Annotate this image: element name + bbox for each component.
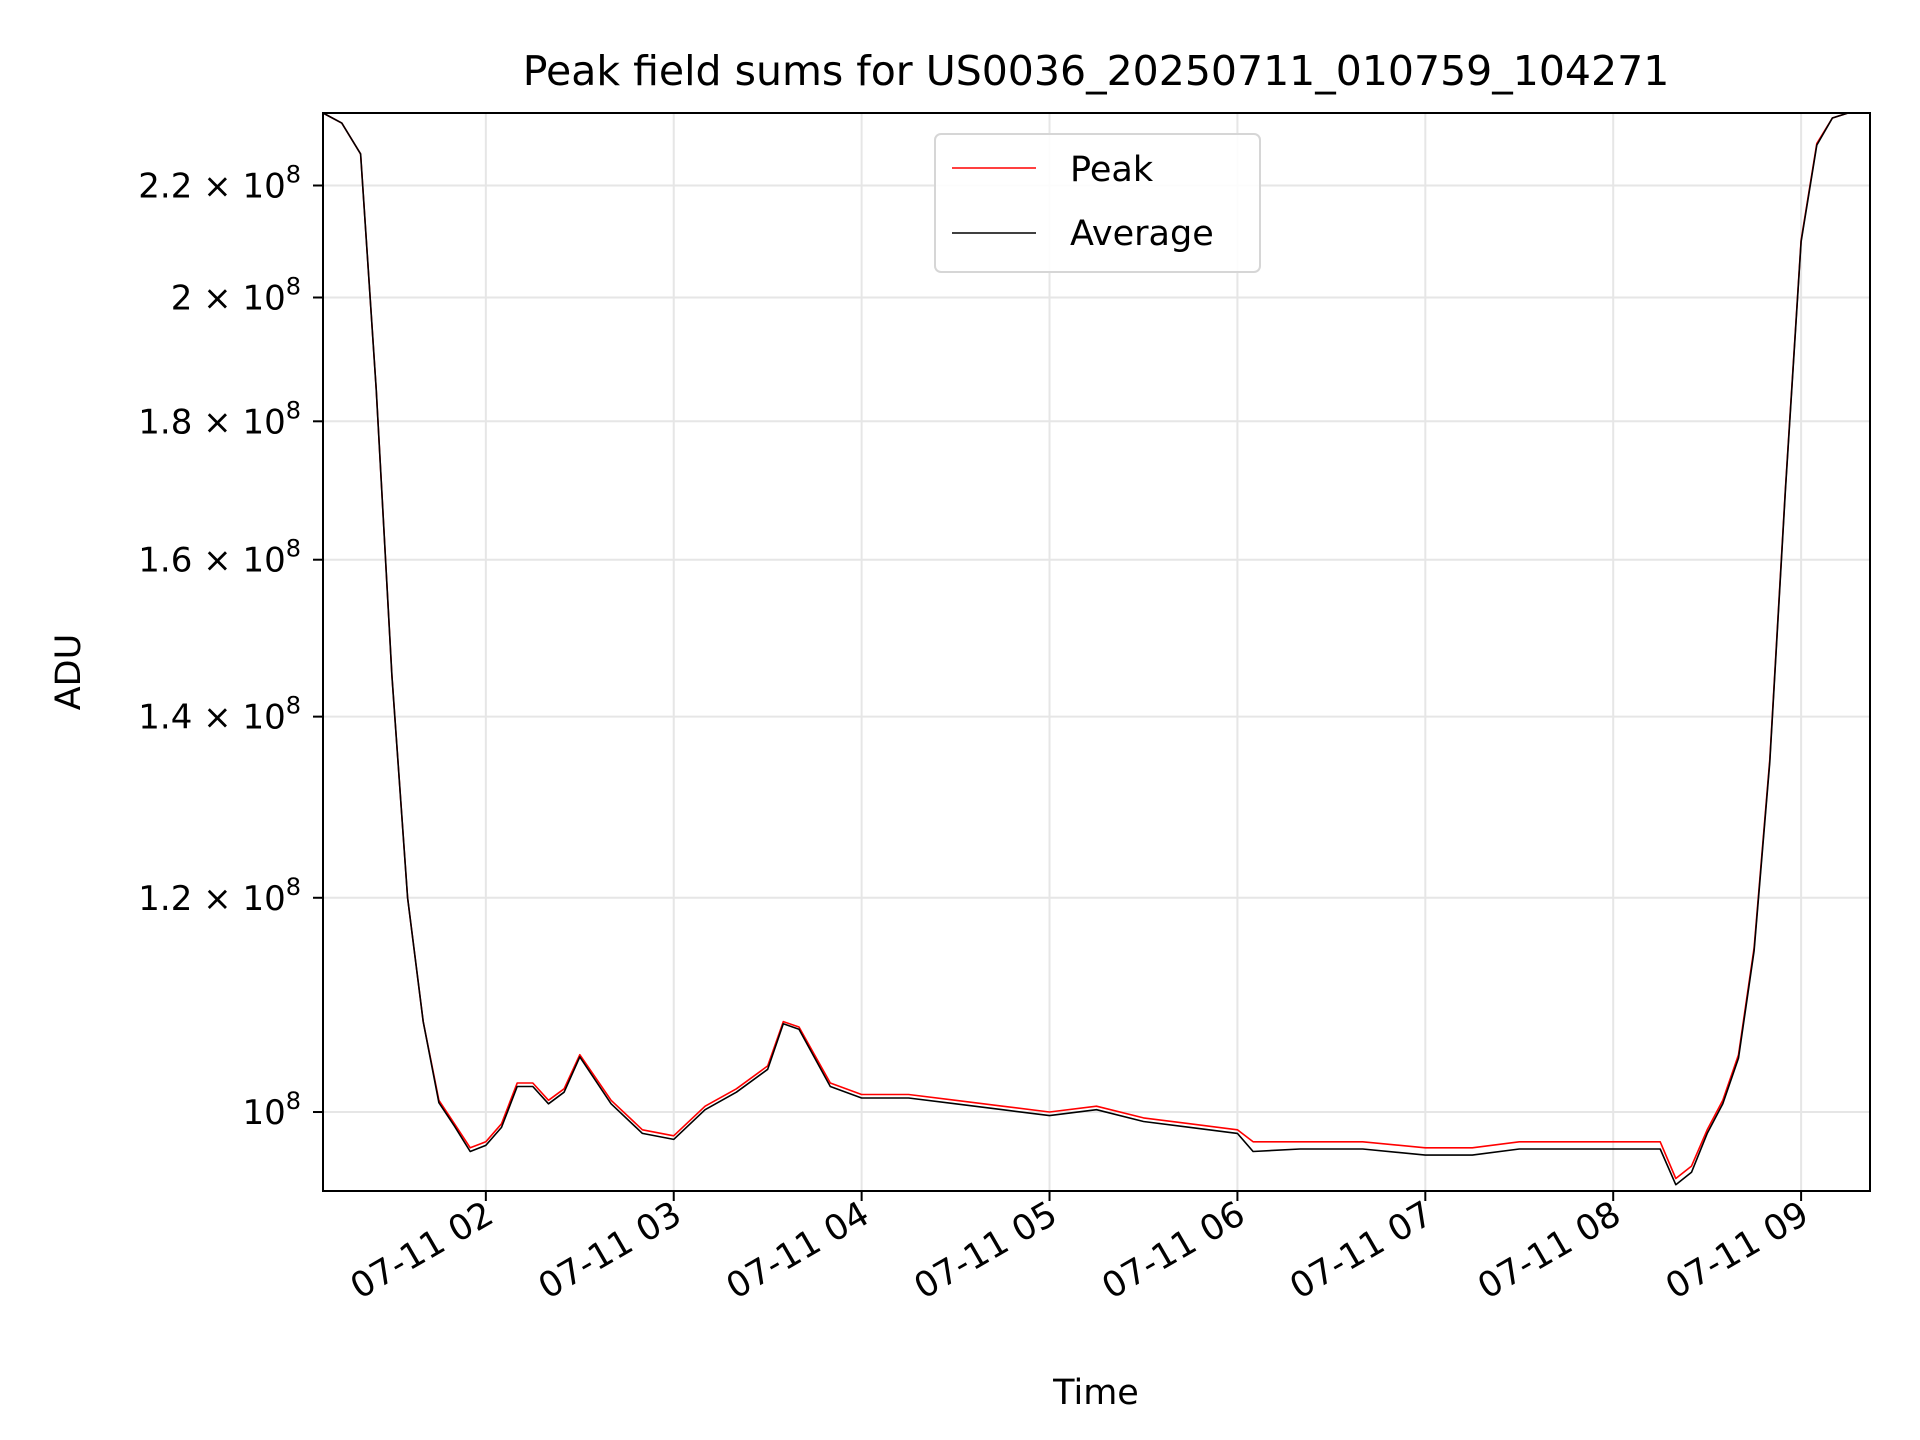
y-tick-exponent: 8 (286, 396, 301, 424)
y-axis-label: ADU (49, 634, 89, 711)
y-tick-base: 2 × 10 (171, 278, 286, 318)
y-tick-exponent: 8 (286, 535, 301, 563)
y-tick-label: 1.8 × 108 (138, 396, 301, 442)
y-tick-label: 1.2 × 108 (138, 873, 301, 919)
y-tick-exponent: 8 (286, 692, 301, 720)
y-tick-base: 2.2 × 10 (138, 166, 285, 206)
y-tick-exponent: 8 (286, 873, 301, 901)
y-tick-label: 1.6 × 108 (138, 535, 301, 581)
legend-label-peak: Peak (1070, 150, 1154, 190)
y-tick-base: 1.8 × 10 (138, 402, 285, 442)
chart-title: Peak field sums for US0036_20250711_0107… (523, 47, 1670, 95)
legend: Peak Average (934, 133, 1261, 273)
y-tick-base: 1.2 × 10 (138, 879, 285, 919)
grid-lines (323, 113, 1870, 1191)
legend-label-average: Average (1070, 214, 1214, 254)
y-tick-exponent: 8 (286, 272, 301, 300)
y-tick-label: 108 (242, 1087, 301, 1133)
series-line-average (322, 112, 1870, 1186)
y-tick-exponent: 8 (286, 160, 301, 188)
y-tick-label: 1.4 × 108 (138, 692, 301, 738)
y-tick-base: 1.6 × 10 (138, 541, 285, 581)
y-tick-label: 2.2 × 108 (138, 160, 301, 206)
series-line-peak (322, 112, 1870, 1180)
plot-area (322, 112, 1870, 1186)
y-tick-base: 10 (242, 1093, 285, 1133)
y-tick-label: 2 × 108 (171, 272, 301, 318)
plot-frame (322, 112, 1871, 1192)
y-tick-exponent: 8 (286, 1087, 301, 1115)
series-layer (322, 112, 1870, 1186)
y-tick-base: 1.4 × 10 (138, 698, 285, 738)
x-axis-label: Time (1052, 1373, 1139, 1413)
